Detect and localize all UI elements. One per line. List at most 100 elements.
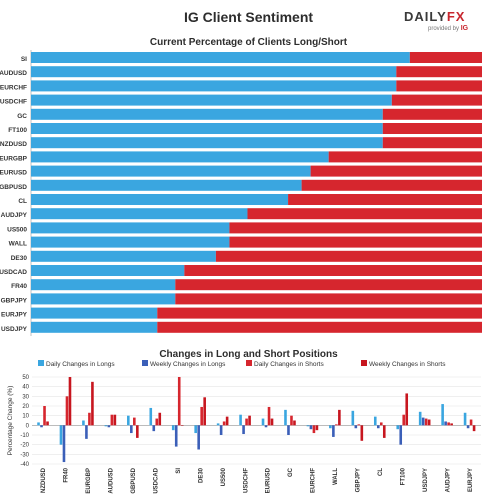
y-tick-label: 10 bbox=[22, 414, 29, 420]
bar-daily-changes-in-shorts-eurchf bbox=[312, 425, 316, 434]
bar-daily-changes-in-shorts-cl bbox=[379, 422, 383, 426]
page-title: IG Client Sentiment bbox=[183, 9, 314, 25]
bar-daily-changes-in-longs-ft100 bbox=[396, 425, 400, 430]
bar-daily-changes-in-shorts-si bbox=[177, 377, 181, 426]
y-tick-label: -40 bbox=[20, 462, 29, 468]
y-tick-label: 20 bbox=[22, 404, 29, 410]
bar-short-eurgbp bbox=[328, 151, 482, 163]
bar-daily-changes-in-shorts-usdjpy bbox=[424, 418, 428, 426]
bar-weekly-changes-in-longs-eurgbp bbox=[85, 425, 88, 439]
bar-daily-changes-in-longs-us500 bbox=[216, 423, 220, 426]
legend-label-weekly-changes-in-longs: Weekly Changes in Longs bbox=[150, 361, 226, 368]
tick-label-wall: WALL bbox=[9, 241, 27, 248]
y-tick-label: 0 bbox=[26, 423, 30, 429]
bar-short-wall bbox=[229, 236, 482, 248]
bar-daily-changes-in-longs-eurusd bbox=[261, 418, 265, 426]
tick-label-nzdusd: NZDUSD bbox=[0, 141, 27, 148]
tick-label-si: SI bbox=[21, 56, 27, 63]
bar-weekly-changes-in-longs-audjpy bbox=[444, 421, 447, 426]
bar-long-audjpy bbox=[31, 208, 248, 220]
bar-long-ft100 bbox=[31, 123, 383, 134]
bar-daily-changes-in-longs-wall bbox=[329, 425, 332, 429]
changes-chart: Daily Changes in Longs Weekly Changes in … bbox=[7, 360, 481, 494]
bar-short-us500 bbox=[229, 222, 482, 234]
bar-weekly-changes-in-shorts-cl bbox=[382, 425, 386, 438]
bar-weekly-changes-in-longs-us500 bbox=[219, 425, 223, 435]
bar-long-wall bbox=[31, 236, 230, 248]
y-tick-label: -30 bbox=[20, 452, 29, 458]
bar-daily-changes-in-shorts-de30 bbox=[200, 406, 203, 426]
bar-daily-changes-in-longs-eurgbp bbox=[82, 420, 85, 426]
bar-weekly-changes-in-longs-de30 bbox=[197, 425, 200, 450]
x-tick-label-audjpy: AUDJPY bbox=[445, 468, 451, 492]
bar-weekly-changes-in-longs-si bbox=[174, 425, 178, 447]
tick-label-gbpusd: GBPUSD bbox=[0, 184, 27, 191]
bar-long-usdchf bbox=[31, 94, 392, 106]
bar-daily-changes-in-shorts-ft100 bbox=[402, 414, 406, 426]
bar-daily-changes-in-longs-usdjpy bbox=[418, 411, 422, 426]
x-tick-label-usdchf: USDCHF bbox=[243, 468, 249, 493]
bar-weekly-changes-in-longs-usdjpy bbox=[421, 417, 425, 426]
bar-daily-changes-in-shorts-gc bbox=[290, 415, 293, 426]
bar-daily-changes-in-longs-gbpjpy bbox=[351, 410, 355, 426]
bar-weekly-changes-in-shorts-de30 bbox=[203, 397, 206, 426]
bar-weekly-changes-in-shorts-eurusd bbox=[270, 418, 274, 426]
bar-daily-changes-in-longs-audjpy bbox=[441, 404, 444, 426]
bar-daily-changes-in-longs-fr40 bbox=[59, 425, 63, 445]
x-tick-label-gc: GC bbox=[288, 467, 294, 477]
sentiment-chart: SI AUDUSD EURCHF USDCHF GC FT100 NZDUSD EURGBP E… bbox=[0, 50, 482, 336]
bar-daily-changes-in-shorts-nzdusd bbox=[43, 406, 46, 426]
bar-short-audjpy bbox=[247, 208, 482, 220]
bar-weekly-changes-in-shorts-gc bbox=[293, 420, 296, 426]
bar-long-usdcad bbox=[31, 265, 185, 276]
legend-swatch-daily-changes-in-shorts bbox=[246, 360, 252, 366]
bar-weekly-changes-in-shorts-gbpjpy bbox=[360, 425, 364, 441]
bar-long-nzdusd bbox=[31, 137, 383, 149]
bar-weekly-changes-in-longs-eurusd bbox=[264, 425, 268, 428]
bar-weekly-changes-in-shorts-usdcad bbox=[158, 412, 162, 426]
bar-long-gbpjpy bbox=[31, 293, 176, 305]
tick-label-us500: US500 bbox=[7, 226, 27, 233]
y-tick-label: -20 bbox=[20, 443, 29, 449]
y-tick-label: 30 bbox=[22, 394, 29, 400]
bar-daily-changes-in-shorts-audjpy bbox=[447, 422, 450, 426]
bar-daily-changes-in-longs-eurjpy bbox=[463, 412, 467, 426]
tick-label-eurjpy: EURJPY bbox=[1, 312, 28, 319]
bar-short-eurjpy bbox=[157, 307, 482, 319]
bar-weekly-changes-in-shorts-eurchf bbox=[315, 425, 319, 431]
x-tick-label-wall: WALL bbox=[333, 468, 339, 485]
bar-daily-changes-in-shorts-eurjpy bbox=[469, 419, 473, 426]
tick-label-eurgbp: EURGBP bbox=[0, 155, 28, 162]
tick-label-gc: GC bbox=[17, 113, 27, 120]
bar-long-usdjpy bbox=[31, 321, 158, 333]
bar-short-ft100 bbox=[382, 123, 482, 134]
tick-label-fr40: FR40 bbox=[11, 283, 27, 290]
bar-short-si bbox=[409, 52, 482, 63]
bar-short-de30 bbox=[215, 250, 482, 262]
tick-label-usdcad: USDCAD bbox=[0, 269, 27, 276]
bar-weekly-changes-in-longs-ft100 bbox=[399, 425, 403, 445]
bar-daily-changes-in-shorts-usdcad bbox=[155, 418, 159, 426]
bar-weekly-changes-in-longs-nzdusd bbox=[40, 425, 43, 428]
bar-weekly-changes-in-longs-eurjpy bbox=[466, 425, 470, 429]
bar-daily-changes-in-longs-si bbox=[171, 425, 175, 431]
tick-label-usdchf: USDCHF bbox=[0, 99, 27, 106]
bar-weekly-changes-in-longs-audusd bbox=[107, 425, 111, 428]
bar-daily-changes-in-shorts-wall bbox=[335, 424, 338, 426]
x-tick-label-eurjpy: EURJPY bbox=[468, 468, 474, 492]
tick-label-eurusd: EURUSD bbox=[0, 170, 27, 177]
bar-weekly-changes-in-longs-wall bbox=[332, 425, 335, 437]
bar-short-fr40 bbox=[175, 279, 482, 291]
bar-weekly-changes-in-shorts-gbpusd bbox=[136, 425, 139, 438]
bar-weekly-changes-in-shorts-ft100 bbox=[405, 393, 409, 426]
bar-daily-changes-in-shorts-usdchf bbox=[245, 418, 248, 426]
bar-daily-changes-in-longs-usdcad bbox=[149, 407, 153, 426]
y-tick-label: -10 bbox=[20, 433, 29, 439]
bar-weekly-changes-in-longs-usdchf bbox=[242, 425, 245, 435]
bar-short-gbpusd bbox=[301, 179, 482, 191]
bar-weekly-changes-in-longs-usdcad bbox=[152, 425, 156, 432]
bar-weekly-changes-in-shorts-us500 bbox=[225, 416, 229, 426]
bar-long-eurchf bbox=[31, 80, 397, 92]
bar-weekly-changes-in-shorts-eurjpy bbox=[472, 425, 476, 432]
bar-daily-changes-in-shorts-gbpjpy bbox=[357, 424, 361, 426]
